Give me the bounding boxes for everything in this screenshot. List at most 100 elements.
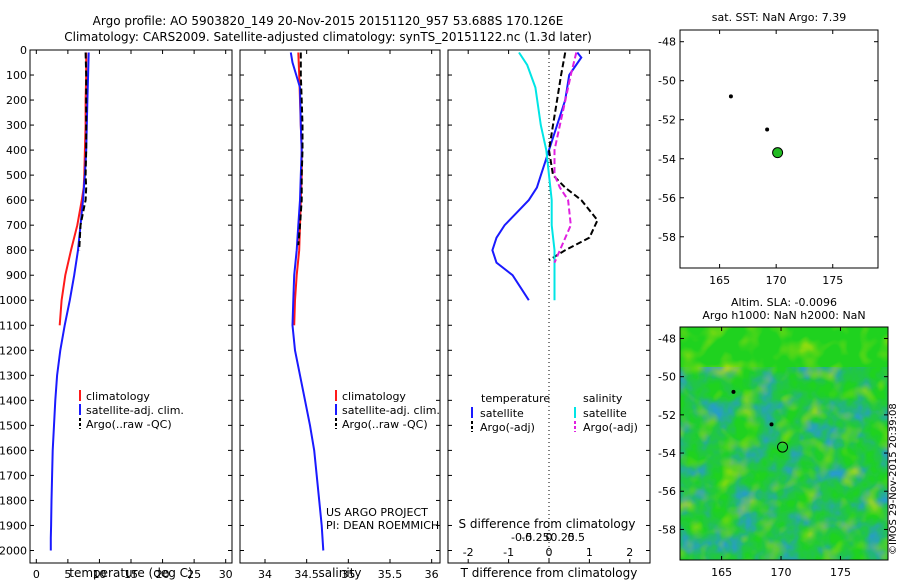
x-tick-label: 36	[425, 568, 439, 580]
legend-label: satellite-adj. clim.	[86, 404, 184, 417]
legend-label: Argo(-adj)	[480, 421, 535, 434]
x-tick-label: 165	[709, 274, 730, 287]
map-title-line2: Argo h1000: NaN h2000: NaN	[702, 309, 865, 322]
y-tick-label: 0	[20, 44, 27, 57]
y-tick-label: 1700	[0, 469, 27, 482]
y-tick-label: 1100	[0, 319, 27, 332]
y-tick-label: 1300	[0, 369, 27, 382]
series-line-temperature-2	[78, 52, 88, 251]
y-tick-label: -56	[658, 192, 676, 205]
y-tick-label: 900	[6, 269, 27, 282]
y-tick-label: 1400	[0, 394, 27, 407]
series-line-salinity-1	[289, 52, 325, 551]
y-tick-label: -56	[658, 485, 676, 498]
figure-title-line2: Climatology: CARS2009. Satellite-adjuste…	[64, 30, 592, 44]
legend-label: satellite	[583, 407, 627, 420]
map-frame	[679, 326, 889, 561]
x-tick-label-top: -0.5	[511, 531, 532, 544]
legend-label: Argo(..raw -QC)	[342, 418, 428, 431]
y-tick-label: -52	[658, 114, 676, 127]
x-axis-label: T difference from climatology	[460, 566, 638, 580]
x-axis-label-top: S difference from climatology	[459, 517, 636, 531]
track-point	[728, 94, 733, 99]
plot-frame	[239, 49, 441, 564]
y-tick-label: -50	[658, 371, 676, 384]
x-tick-label: 20	[156, 568, 170, 580]
x-tick-label-top: 0.25	[550, 531, 575, 544]
x-tick-label: 34.5	[294, 568, 319, 580]
y-tick-label: 300	[6, 119, 27, 132]
argo-position-marker	[772, 147, 784, 159]
x-tick-label: 10	[92, 568, 106, 580]
map-sla-panel: 165 170 175 -48 -50 -52 -54 -56 -58 Altim. SLA: -…	[658, 296, 889, 579]
legend-label: satellite	[480, 407, 524, 420]
imos-credit: ©IMOS 29-Nov-2015 20:39:08	[888, 403, 899, 555]
legend-label: climatology	[342, 390, 406, 403]
track-point	[765, 127, 770, 132]
series-line-difference-1	[547, 52, 599, 262]
track-point	[731, 389, 736, 394]
x-tick-label: 0	[546, 546, 553, 559]
x-tick-label: 170	[766, 274, 787, 287]
profile-panel-temperature: 0 5 10 15 20 25 30 temperature (deg C) 0 100 200 30…	[0, 44, 233, 580]
series-line-difference-2	[518, 51, 556, 301]
map-title-line1: Altim. SLA: -0.0096	[731, 296, 837, 309]
y-tick-label: 200	[6, 94, 27, 107]
legend-header-temperature: temperature	[481, 392, 550, 405]
x-tick-label: -2	[463, 546, 474, 559]
x-tick-label: -1	[503, 546, 514, 559]
legend-label: satellite-adj. clim.	[342, 404, 440, 417]
x-tick-label-top: -0.25	[521, 531, 549, 544]
pi-annotation: US ARGO PROJECT	[326, 506, 428, 519]
map-frame	[679, 29, 879, 269]
pi-annotation: PI: DEAN ROEMMICH	[326, 519, 439, 532]
y-tick-label: 1900	[0, 519, 27, 532]
track-point	[769, 422, 774, 427]
y-tick-label: -48	[658, 36, 676, 49]
y-tick-label: -58	[658, 231, 676, 244]
y-tick-label: -54	[658, 153, 676, 166]
y-tick-label: 800	[6, 244, 27, 257]
y-tick-label: 600	[6, 194, 27, 207]
y-tick-label: -54	[658, 447, 676, 460]
plot-frame	[29, 49, 233, 564]
sla-heatmap	[680, 327, 888, 560]
x-tick-label: 1	[586, 546, 593, 559]
y-tick-label: 1800	[0, 494, 27, 507]
y-tick-label: 1600	[0, 444, 27, 457]
x-tick-label: 165	[711, 566, 732, 579]
y-tick-label: -52	[658, 409, 676, 422]
profile-panel-salinity: 34 34.5 35 35.5 36 salinity climatologysatelli…	[239, 49, 441, 580]
x-tick-label: 170	[771, 566, 792, 579]
x-tick-label: 25	[187, 568, 201, 580]
y-tick-label: 1500	[0, 419, 27, 432]
x-tick-label: 30	[219, 568, 233, 580]
x-tick-label: 5	[64, 568, 71, 580]
x-tick-label-top: 0.5	[568, 531, 586, 544]
series-line-difference-0	[491, 51, 583, 301]
y-tick-label: 700	[6, 219, 27, 232]
map-title: sat. SST: NaN Argo: 7.39	[712, 11, 846, 24]
legend-label: climatology	[86, 390, 150, 403]
y-tick-label: 400	[6, 144, 27, 157]
x-tick-label: 175	[822, 274, 843, 287]
map-sst-panel: 165 170 175 -48 -50 -52 -54 -56 -58 sat. SST: NaN…	[658, 11, 879, 287]
y-tick-label: 1000	[0, 294, 27, 307]
y-tick-label: 500	[6, 169, 27, 182]
sla-high-anomaly	[680, 327, 888, 560]
argo-position-marker	[777, 441, 789, 453]
y-tick-label: 2000	[0, 544, 27, 557]
x-tick-label: 35.5	[378, 568, 403, 580]
series-line-difference-3	[553, 52, 578, 264]
legend-header-salinity: salinity	[583, 392, 623, 405]
y-tick-label: -50	[658, 75, 676, 88]
x-tick-label-top: 0	[546, 531, 553, 544]
y-tick-label: -48	[658, 332, 676, 345]
y-tick-label: -58	[658, 523, 676, 536]
legend-label: Argo(..raw -QC)	[86, 418, 172, 431]
figure-title-line1: Argo profile: AO 5903820_149 20-Nov-2015…	[93, 14, 564, 28]
x-tick-label: 175	[830, 566, 851, 579]
x-axis-label: salinity	[318, 566, 361, 580]
